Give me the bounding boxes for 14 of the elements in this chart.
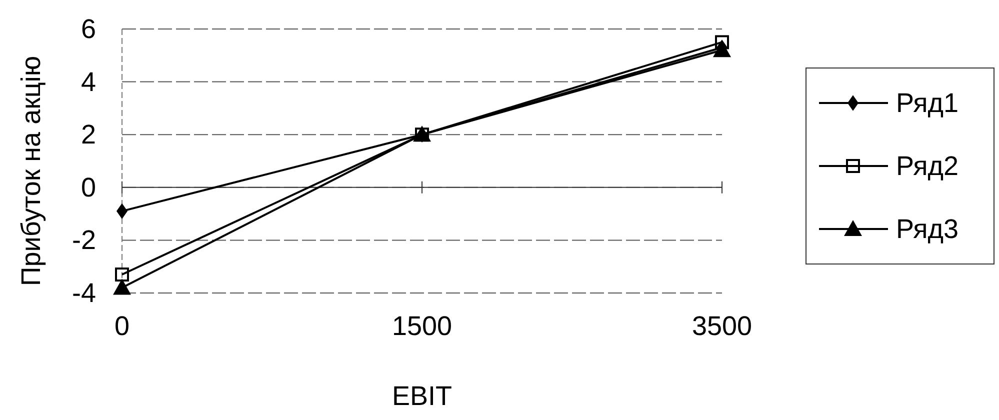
x-tick-label: 3500 (692, 311, 752, 341)
y-tick-label: 2 (80, 120, 96, 150)
x-tick-label: 0 (114, 311, 130, 341)
legend-label: Ряд2 (896, 151, 959, 181)
x-tick-label: 1500 (392, 311, 452, 341)
legend-label: Ряд1 (896, 88, 959, 118)
y-tick-label: -2 (72, 225, 96, 256)
y-tick-label: 6 (80, 14, 96, 44)
y-axis-title: Прибуток на акцію (16, 56, 46, 286)
legend-label: Ряд3 (896, 214, 959, 244)
y-tick-label: -4 (72, 278, 96, 308)
y-tick-label: 4 (80, 66, 96, 97)
x-axis-title: EBIT (392, 381, 452, 411)
y-tick-label: 0 (80, 172, 96, 202)
